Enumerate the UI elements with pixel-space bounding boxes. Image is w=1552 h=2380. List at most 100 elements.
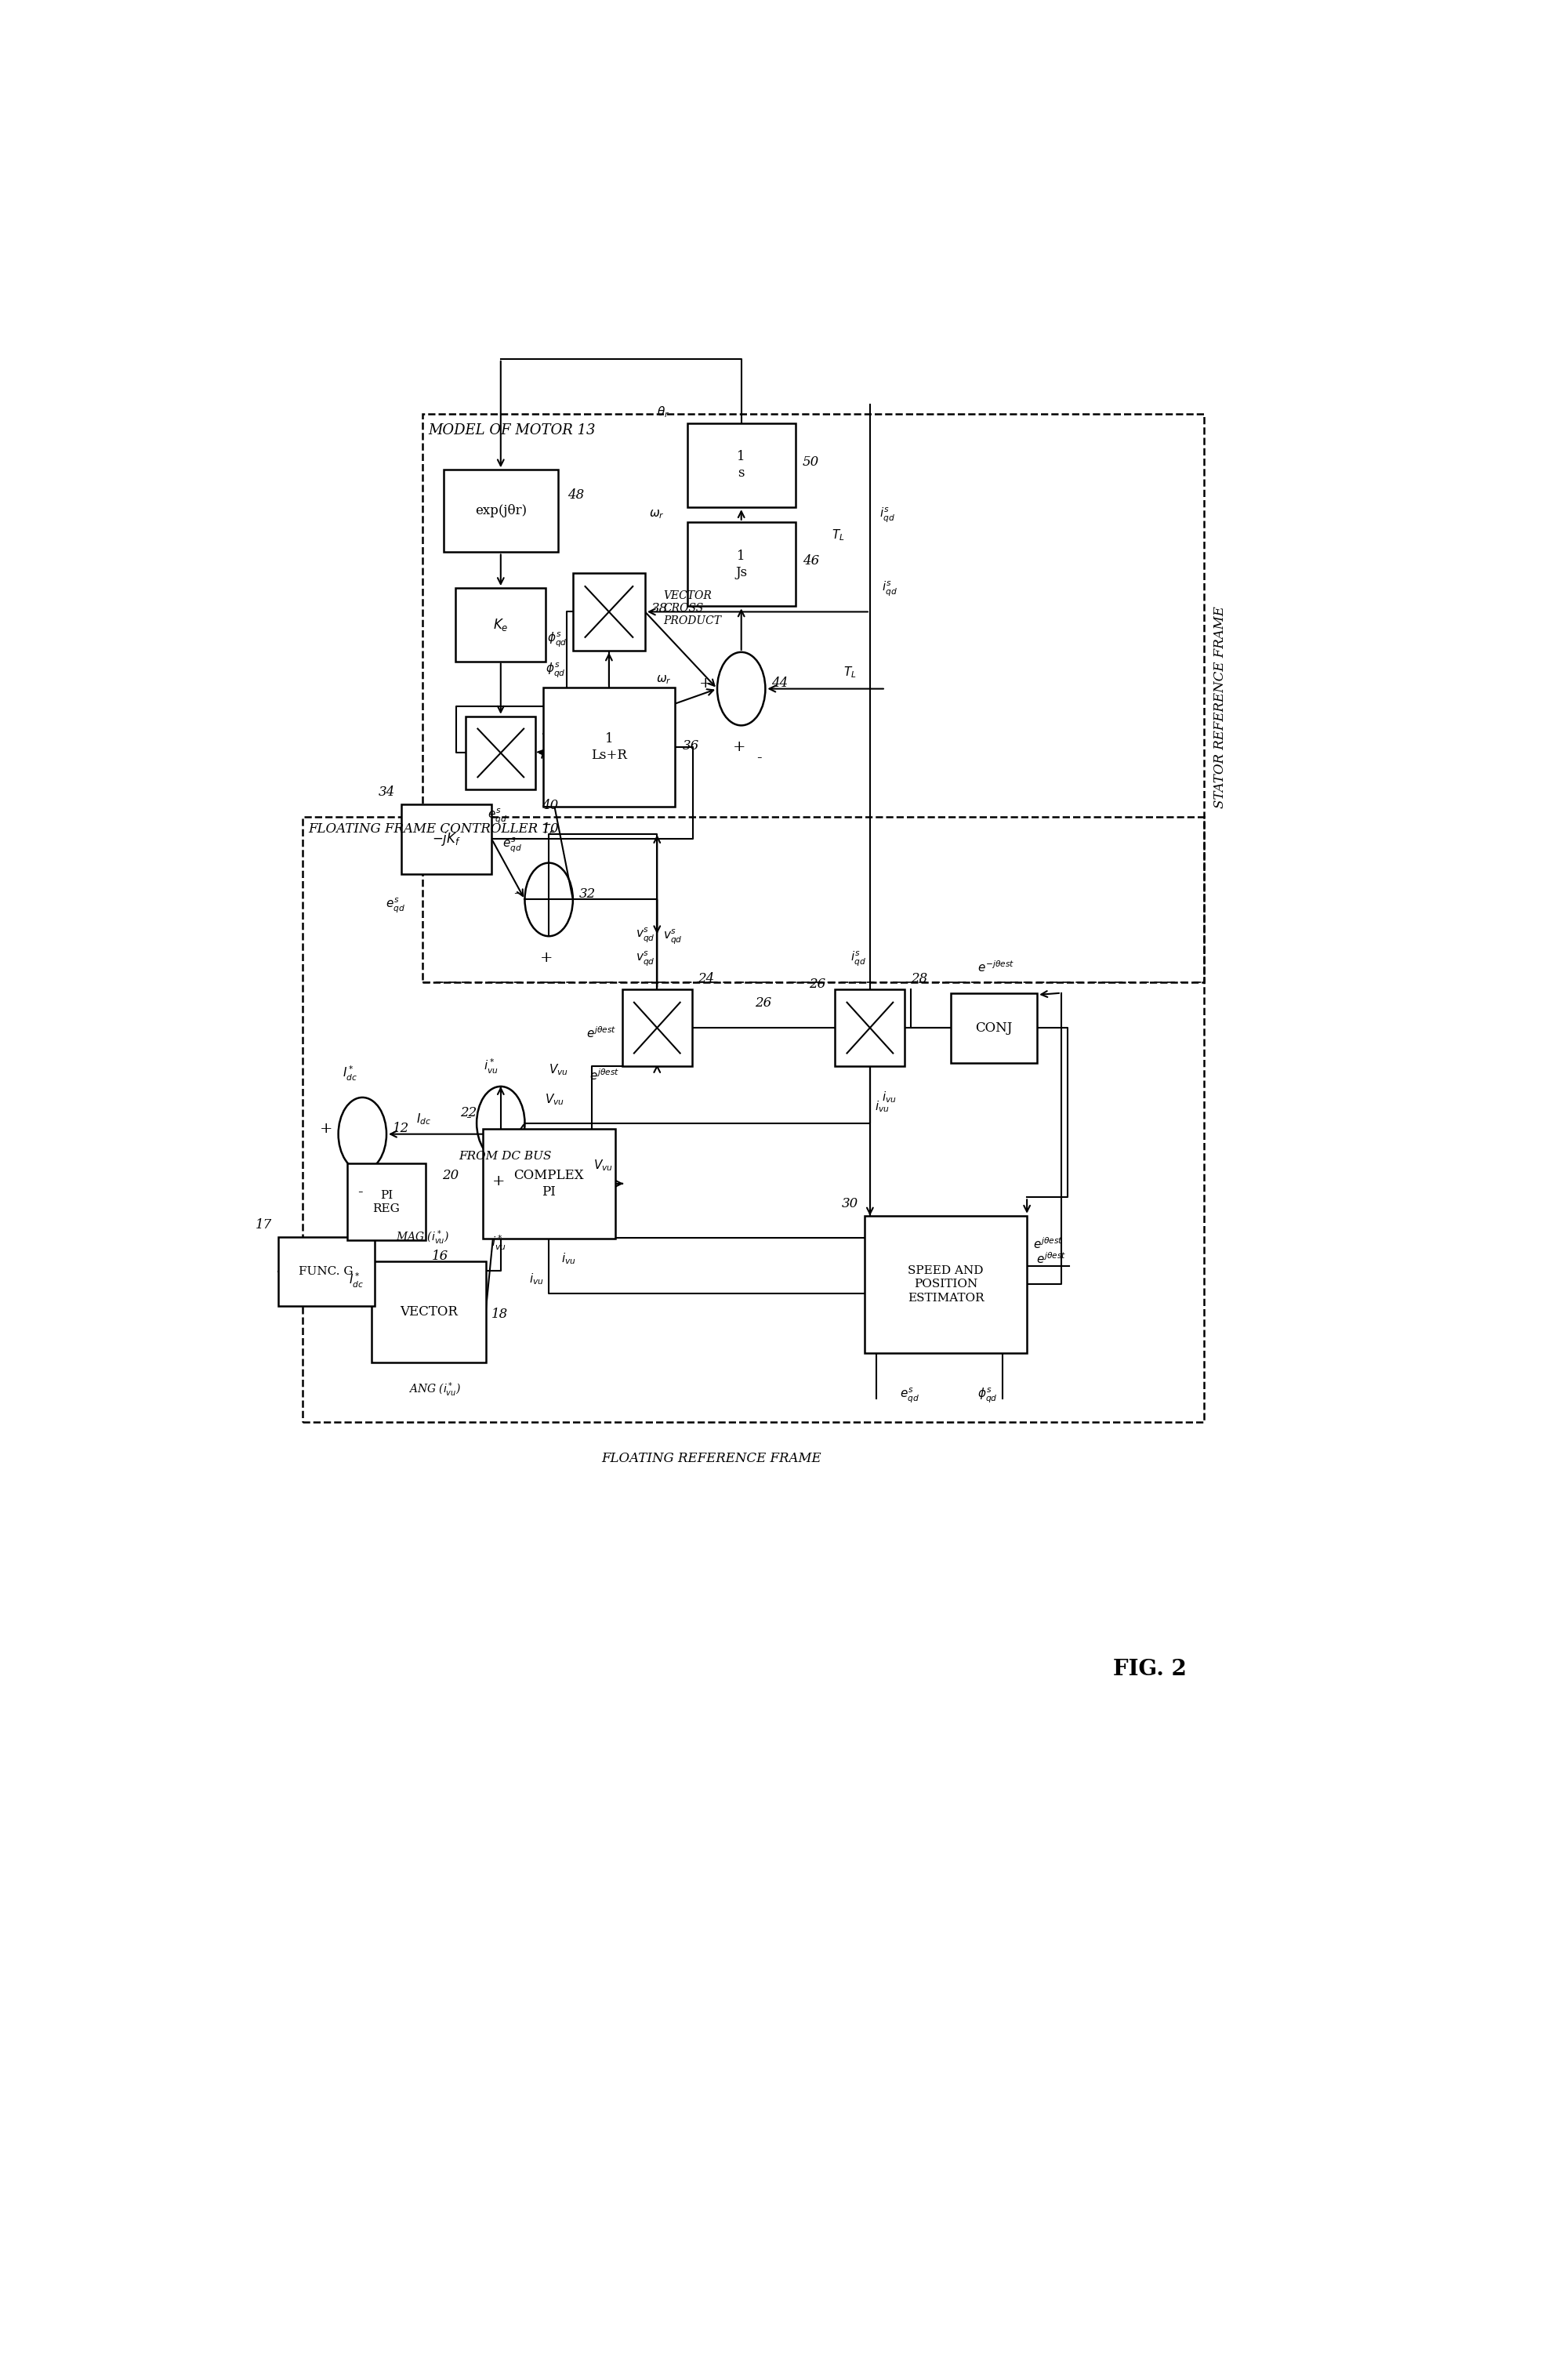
Text: 48: 48	[568, 488, 584, 502]
Text: exp(jθr): exp(jθr)	[475, 505, 526, 519]
Text: $e^s_{qd}$: $e^s_{qd}$	[386, 895, 405, 914]
Text: $T_e$: $T_e$	[542, 823, 556, 838]
Text: +: +	[733, 740, 745, 754]
Bar	[622, 990, 692, 1066]
Text: $i^s_{qd}$: $i^s_{qd}$	[880, 507, 896, 524]
Text: FIG. 2: FIG. 2	[1113, 1659, 1187, 1680]
Text: 1
Ls+R: 1 Ls+R	[591, 733, 627, 762]
Text: STATOR REFERENCE FRAME: STATOR REFERENCE FRAME	[1214, 607, 1226, 809]
Bar	[950, 992, 1037, 1061]
Text: $i^*_{vu}$: $i^*_{vu}$	[492, 1235, 506, 1252]
Text: 22: 22	[459, 1107, 476, 1119]
Text: 50: 50	[802, 455, 819, 469]
Text: $I_{dc}$: $I_{dc}$	[416, 1111, 431, 1126]
Text: $\phi^s_{qd}$: $\phi^s_{qd}$	[978, 1385, 998, 1404]
Text: MAG ($i^*_{vu}$): MAG ($i^*_{vu}$)	[396, 1228, 449, 1247]
Text: 26: 26	[756, 997, 771, 1009]
Text: $T_L$: $T_L$	[832, 528, 844, 543]
Text: $e^{-j\theta est}$: $e^{-j\theta est}$	[978, 959, 1015, 976]
Text: CONJ: CONJ	[975, 1021, 1012, 1035]
Text: $i_{vu}$: $i_{vu}$	[529, 1271, 545, 1285]
Text: MODEL OF MOTOR 13: MODEL OF MOTOR 13	[428, 424, 596, 438]
Text: $e^{j\theta est}$: $e^{j\theta est}$	[587, 1026, 616, 1040]
Text: -: -	[357, 1185, 363, 1200]
Text: +: +	[320, 1121, 332, 1135]
Text: +: +	[492, 1173, 504, 1188]
Text: FUNC. G: FUNC. G	[300, 1266, 354, 1278]
Text: +: +	[540, 952, 553, 964]
Text: $v^s_{qd}$: $v^s_{qd}$	[635, 926, 655, 942]
Text: $V_{vu}$: $V_{vu}$	[593, 1159, 613, 1173]
Bar	[835, 990, 905, 1066]
Text: 36: 36	[683, 740, 698, 752]
Text: 20: 20	[442, 1169, 459, 1183]
Text: $e^{j\theta est}$: $e^{j\theta est}$	[1037, 1252, 1066, 1266]
Text: $I^*_{dc}$: $I^*_{dc}$	[343, 1064, 359, 1083]
Text: 12: 12	[393, 1121, 410, 1135]
Text: 16: 16	[431, 1250, 449, 1264]
Text: $V_{vu}$: $V_{vu}$	[549, 1061, 568, 1078]
Text: $-jK_f$: $-jK_f$	[431, 831, 461, 847]
Text: 17: 17	[256, 1219, 272, 1230]
Text: $i^s_{qd}$: $i^s_{qd}$	[882, 578, 897, 597]
Bar	[348, 1164, 425, 1240]
Text: $T_L$: $T_L$	[843, 664, 857, 681]
Bar	[543, 688, 675, 807]
Bar	[688, 521, 795, 607]
Text: ANG ($i^*_{vu}$): ANG ($i^*_{vu}$)	[408, 1380, 461, 1399]
Text: $i_{vu}$: $i_{vu}$	[560, 1252, 576, 1266]
Text: FLOATING FRAME CONTROLLER 10: FLOATING FRAME CONTROLLER 10	[309, 823, 559, 835]
Text: $v^s_{qd}$: $v^s_{qd}$	[635, 950, 655, 966]
Text: PI
REG: PI REG	[372, 1190, 400, 1214]
Text: 1
s: 1 s	[737, 450, 745, 481]
Text: $i_{vu}$: $i_{vu}$	[882, 1090, 897, 1104]
Bar	[303, 816, 1204, 1421]
Text: FROM DC BUS: FROM DC BUS	[459, 1150, 551, 1161]
Text: 40: 40	[542, 800, 559, 812]
Text: $\theta_r$: $\theta_r$	[656, 405, 670, 419]
Text: FLOATING REFERENCE FRAME: FLOATING REFERENCE FRAME	[601, 1452, 821, 1466]
Text: -: -	[757, 752, 762, 766]
Bar	[402, 804, 492, 873]
Text: $e^s_{qd}$: $e^s_{qd}$	[487, 807, 508, 823]
Text: $K_e$: $K_e$	[494, 616, 509, 633]
Text: -: -	[514, 888, 518, 902]
Text: 18: 18	[492, 1307, 509, 1321]
Text: 1
Js: 1 Js	[736, 550, 747, 578]
Text: 30: 30	[841, 1197, 858, 1209]
Text: 28: 28	[911, 973, 928, 985]
Text: 46: 46	[802, 555, 819, 569]
Text: $e^s_{qd}$: $e^s_{qd}$	[503, 835, 523, 854]
Bar	[466, 716, 535, 790]
Text: 34: 34	[379, 785, 396, 800]
Text: VECTOR
CROSS
PRODUCT: VECTOR CROSS PRODUCT	[663, 590, 722, 626]
Text: COMPLEX
PI: COMPLEX PI	[514, 1169, 584, 1200]
Text: 26: 26	[809, 978, 826, 990]
Text: 32: 32	[579, 888, 596, 900]
Text: $\phi^s_{qd}$: $\phi^s_{qd}$	[545, 662, 565, 678]
Bar	[444, 469, 557, 552]
Text: +: +	[700, 676, 712, 690]
Text: $e^{j\theta est}$: $e^{j\theta est}$	[590, 1069, 619, 1083]
Text: $V_{vu}$: $V_{vu}$	[545, 1092, 565, 1107]
Text: $e^{j\theta est}$: $e^{j\theta est}$	[1034, 1238, 1063, 1252]
Text: 38: 38	[652, 602, 667, 616]
Bar	[688, 424, 795, 507]
Text: -: -	[466, 1111, 470, 1126]
Text: $i_{vu}$: $i_{vu}$	[875, 1100, 889, 1114]
Text: 24: 24	[698, 973, 714, 985]
Text: $\omega_r$: $\omega_r$	[656, 674, 672, 685]
Bar	[456, 588, 546, 662]
Text: $\omega_r$: $\omega_r$	[649, 509, 664, 521]
Bar	[864, 1216, 1027, 1354]
Bar	[371, 1261, 486, 1361]
Text: $I^*_{dc}$: $I^*_{dc}$	[349, 1271, 363, 1290]
Bar	[573, 574, 646, 650]
Bar	[422, 414, 1204, 983]
Bar	[278, 1238, 374, 1307]
Text: 44: 44	[771, 676, 788, 690]
Text: $i^*_{vu}$: $i^*_{vu}$	[484, 1057, 498, 1076]
Text: SPEED AND
POSITION
ESTIMATOR: SPEED AND POSITION ESTIMATOR	[908, 1266, 984, 1304]
Text: $e^s_{qd}$: $e^s_{qd}$	[900, 1385, 919, 1404]
Text: $v^s_{qd}$: $v^s_{qd}$	[663, 928, 683, 945]
